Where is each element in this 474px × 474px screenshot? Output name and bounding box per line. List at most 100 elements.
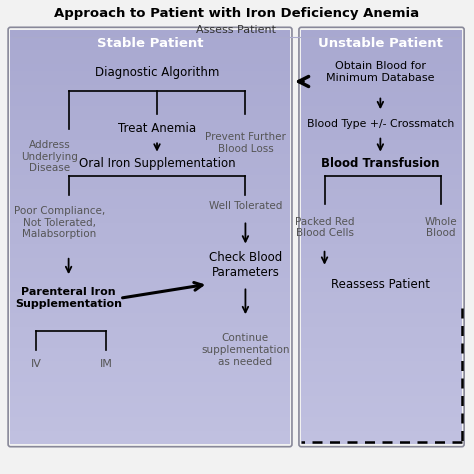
Bar — [10, 361, 290, 368]
Bar — [301, 299, 462, 306]
Bar — [301, 327, 462, 334]
Text: Packed Red
Blood Cells: Packed Red Blood Cells — [295, 217, 354, 238]
Bar — [301, 85, 462, 92]
Bar — [301, 78, 462, 85]
Bar — [10, 36, 290, 44]
Bar — [10, 64, 290, 71]
Bar — [10, 189, 290, 196]
Bar — [10, 210, 290, 216]
Bar — [301, 44, 462, 50]
Bar — [301, 202, 462, 210]
Bar — [10, 299, 290, 306]
Bar — [10, 244, 290, 251]
Bar — [301, 347, 462, 355]
Bar — [301, 417, 462, 424]
Bar — [301, 182, 462, 189]
Bar — [301, 403, 462, 410]
Text: Poor Compliance,
Not Tolerated,
Malabsorption: Poor Compliance, Not Tolerated, Malabsor… — [14, 206, 105, 239]
Bar — [301, 320, 462, 327]
Bar — [301, 306, 462, 313]
Bar — [10, 50, 290, 57]
Text: IM: IM — [100, 359, 112, 369]
Bar — [301, 368, 462, 375]
Bar — [301, 313, 462, 320]
Bar — [301, 140, 462, 147]
Bar — [10, 85, 290, 92]
Bar — [301, 92, 462, 99]
Text: Whole
Blood: Whole Blood — [425, 217, 457, 238]
Bar — [301, 161, 462, 168]
Bar — [301, 223, 462, 230]
Bar — [301, 237, 462, 244]
Text: Assess Patient: Assess Patient — [196, 25, 276, 36]
Bar — [301, 361, 462, 368]
Bar — [301, 168, 462, 175]
Text: Treat Anemia: Treat Anemia — [118, 122, 196, 135]
Bar — [301, 36, 462, 44]
Bar — [10, 285, 290, 292]
Bar — [10, 147, 290, 154]
Bar — [301, 292, 462, 299]
Text: Obtain Blood for
Minimum Database: Obtain Blood for Minimum Database — [326, 61, 435, 83]
Text: Blood Transfusion: Blood Transfusion — [321, 157, 439, 171]
Bar — [301, 175, 462, 182]
Bar — [301, 264, 462, 272]
Bar — [10, 438, 290, 444]
Bar — [301, 113, 462, 119]
Bar — [10, 355, 290, 361]
Bar — [10, 237, 290, 244]
Bar — [301, 147, 462, 154]
Bar — [10, 78, 290, 85]
Bar — [301, 341, 462, 347]
Bar — [10, 410, 290, 417]
Text: Unstable Patient: Unstable Patient — [318, 37, 443, 50]
Bar — [301, 64, 462, 71]
Text: Stable Patient: Stable Patient — [97, 37, 203, 50]
Bar — [301, 375, 462, 382]
Bar — [10, 223, 290, 230]
Bar — [10, 99, 290, 106]
Text: Check Blood
Parameters: Check Blood Parameters — [209, 251, 282, 279]
Bar — [10, 320, 290, 327]
Bar — [10, 230, 290, 237]
Text: Prevent Further
Blood Loss: Prevent Further Blood Loss — [205, 132, 286, 154]
Text: Approach to Patient with Iron Deficiency Anemia: Approach to Patient with Iron Deficiency… — [54, 7, 419, 19]
Bar — [301, 410, 462, 417]
Text: Address
Underlying
Disease: Address Underlying Disease — [21, 140, 78, 173]
Bar — [301, 438, 462, 444]
Bar — [10, 382, 290, 389]
Bar — [10, 264, 290, 272]
Bar — [10, 140, 290, 147]
Bar — [301, 99, 462, 106]
Text: Reassess Patient: Reassess Patient — [331, 278, 430, 291]
Bar — [10, 292, 290, 299]
Bar — [10, 44, 290, 50]
Bar — [10, 417, 290, 424]
Text: Oral Iron Supplementation: Oral Iron Supplementation — [79, 157, 235, 171]
Bar — [301, 251, 462, 258]
Bar — [10, 258, 290, 264]
Bar — [10, 196, 290, 202]
Text: Parenteral Iron
Supplementation: Parenteral Iron Supplementation — [15, 287, 122, 309]
Bar — [10, 327, 290, 334]
Bar — [10, 306, 290, 313]
Bar — [10, 71, 290, 78]
Bar — [10, 30, 290, 36]
Bar — [301, 244, 462, 251]
Bar — [301, 30, 462, 36]
Bar — [301, 71, 462, 78]
Bar — [10, 92, 290, 99]
Bar — [10, 168, 290, 175]
Bar — [301, 285, 462, 292]
Bar — [10, 161, 290, 168]
Bar — [10, 347, 290, 355]
Bar — [301, 258, 462, 264]
Bar — [10, 278, 290, 285]
Bar — [10, 341, 290, 347]
Bar — [10, 175, 290, 182]
Bar — [301, 230, 462, 237]
Bar — [10, 251, 290, 258]
Bar — [10, 313, 290, 320]
Bar — [10, 119, 290, 127]
Bar — [301, 106, 462, 113]
